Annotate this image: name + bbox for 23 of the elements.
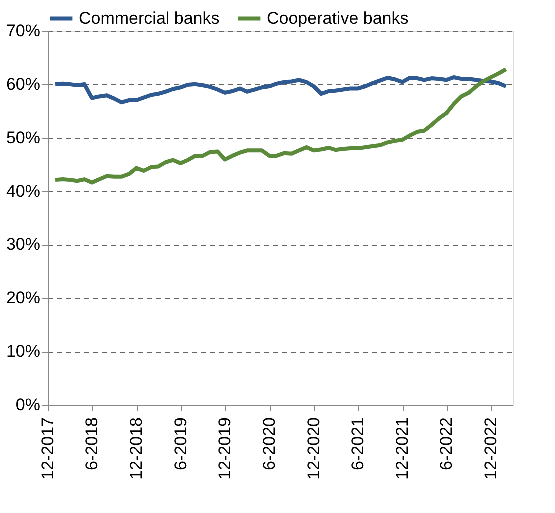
line-series — [54, 75, 508, 105]
x-tick-label: 12-2021 — [393, 418, 412, 480]
y-tick-label: 70% — [6, 22, 40, 40]
y-tick-label: 10% — [6, 342, 40, 362]
x-tick-label: 6-2018 — [82, 418, 102, 470]
y-tick-label: 50% — [6, 128, 40, 148]
x-tick-label: 6-2019 — [171, 418, 190, 470]
legend-label: Commercial banks — [79, 8, 220, 28]
y-tick-label: 30% — [6, 235, 40, 254]
y-tick-label: 60% — [6, 74, 40, 94]
legend-label: Cooperative banks — [267, 8, 409, 28]
line-series — [54, 67, 508, 185]
x-tick-label: 12-2020 — [304, 418, 324, 480]
x-tick-label: 12-2019 — [216, 418, 235, 480]
y-tick-label: 20% — [6, 288, 40, 308]
x-tick-label: 6-2020 — [260, 418, 280, 470]
x-tick-label: 12-2018 — [127, 418, 146, 480]
y-tick-label: 0% — [16, 396, 40, 414]
x-tick-label: 6-2021 — [348, 418, 368, 470]
y-tick-label: 40% — [6, 182, 40, 201]
x-tick-label: 6-2022 — [437, 418, 456, 470]
x-tick-label: 12-2022 — [482, 418, 501, 480]
x-tick-label: 12-2017 — [38, 418, 58, 480]
